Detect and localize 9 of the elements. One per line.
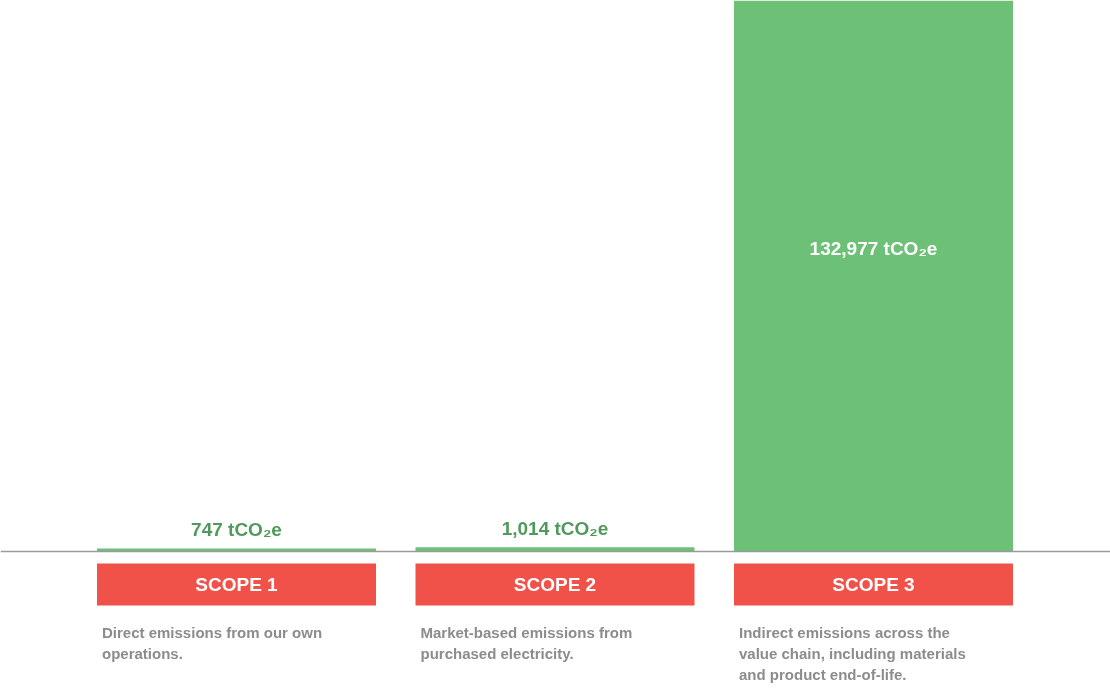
data-label: 747 tCO₂e — [191, 519, 282, 541]
data-label: 132,977 tCO₂e — [809, 237, 938, 259]
text: Direct emissions from our own operations. — [102, 624, 323, 662]
text: Market-based emissions from purchased electricity. — [420, 624, 633, 662]
data-label: 1,014 tCO₂e — [501, 518, 609, 540]
x-tick-label: SCOPE 1 — [195, 574, 279, 595]
x-tick-label: SCOPE 2 — [513, 574, 597, 595]
text: Indirect emissions across the value chain, including materials and product end-of-life. — [739, 624, 966, 683]
x-tick-label: SCOPE 3 — [832, 574, 915, 595]
